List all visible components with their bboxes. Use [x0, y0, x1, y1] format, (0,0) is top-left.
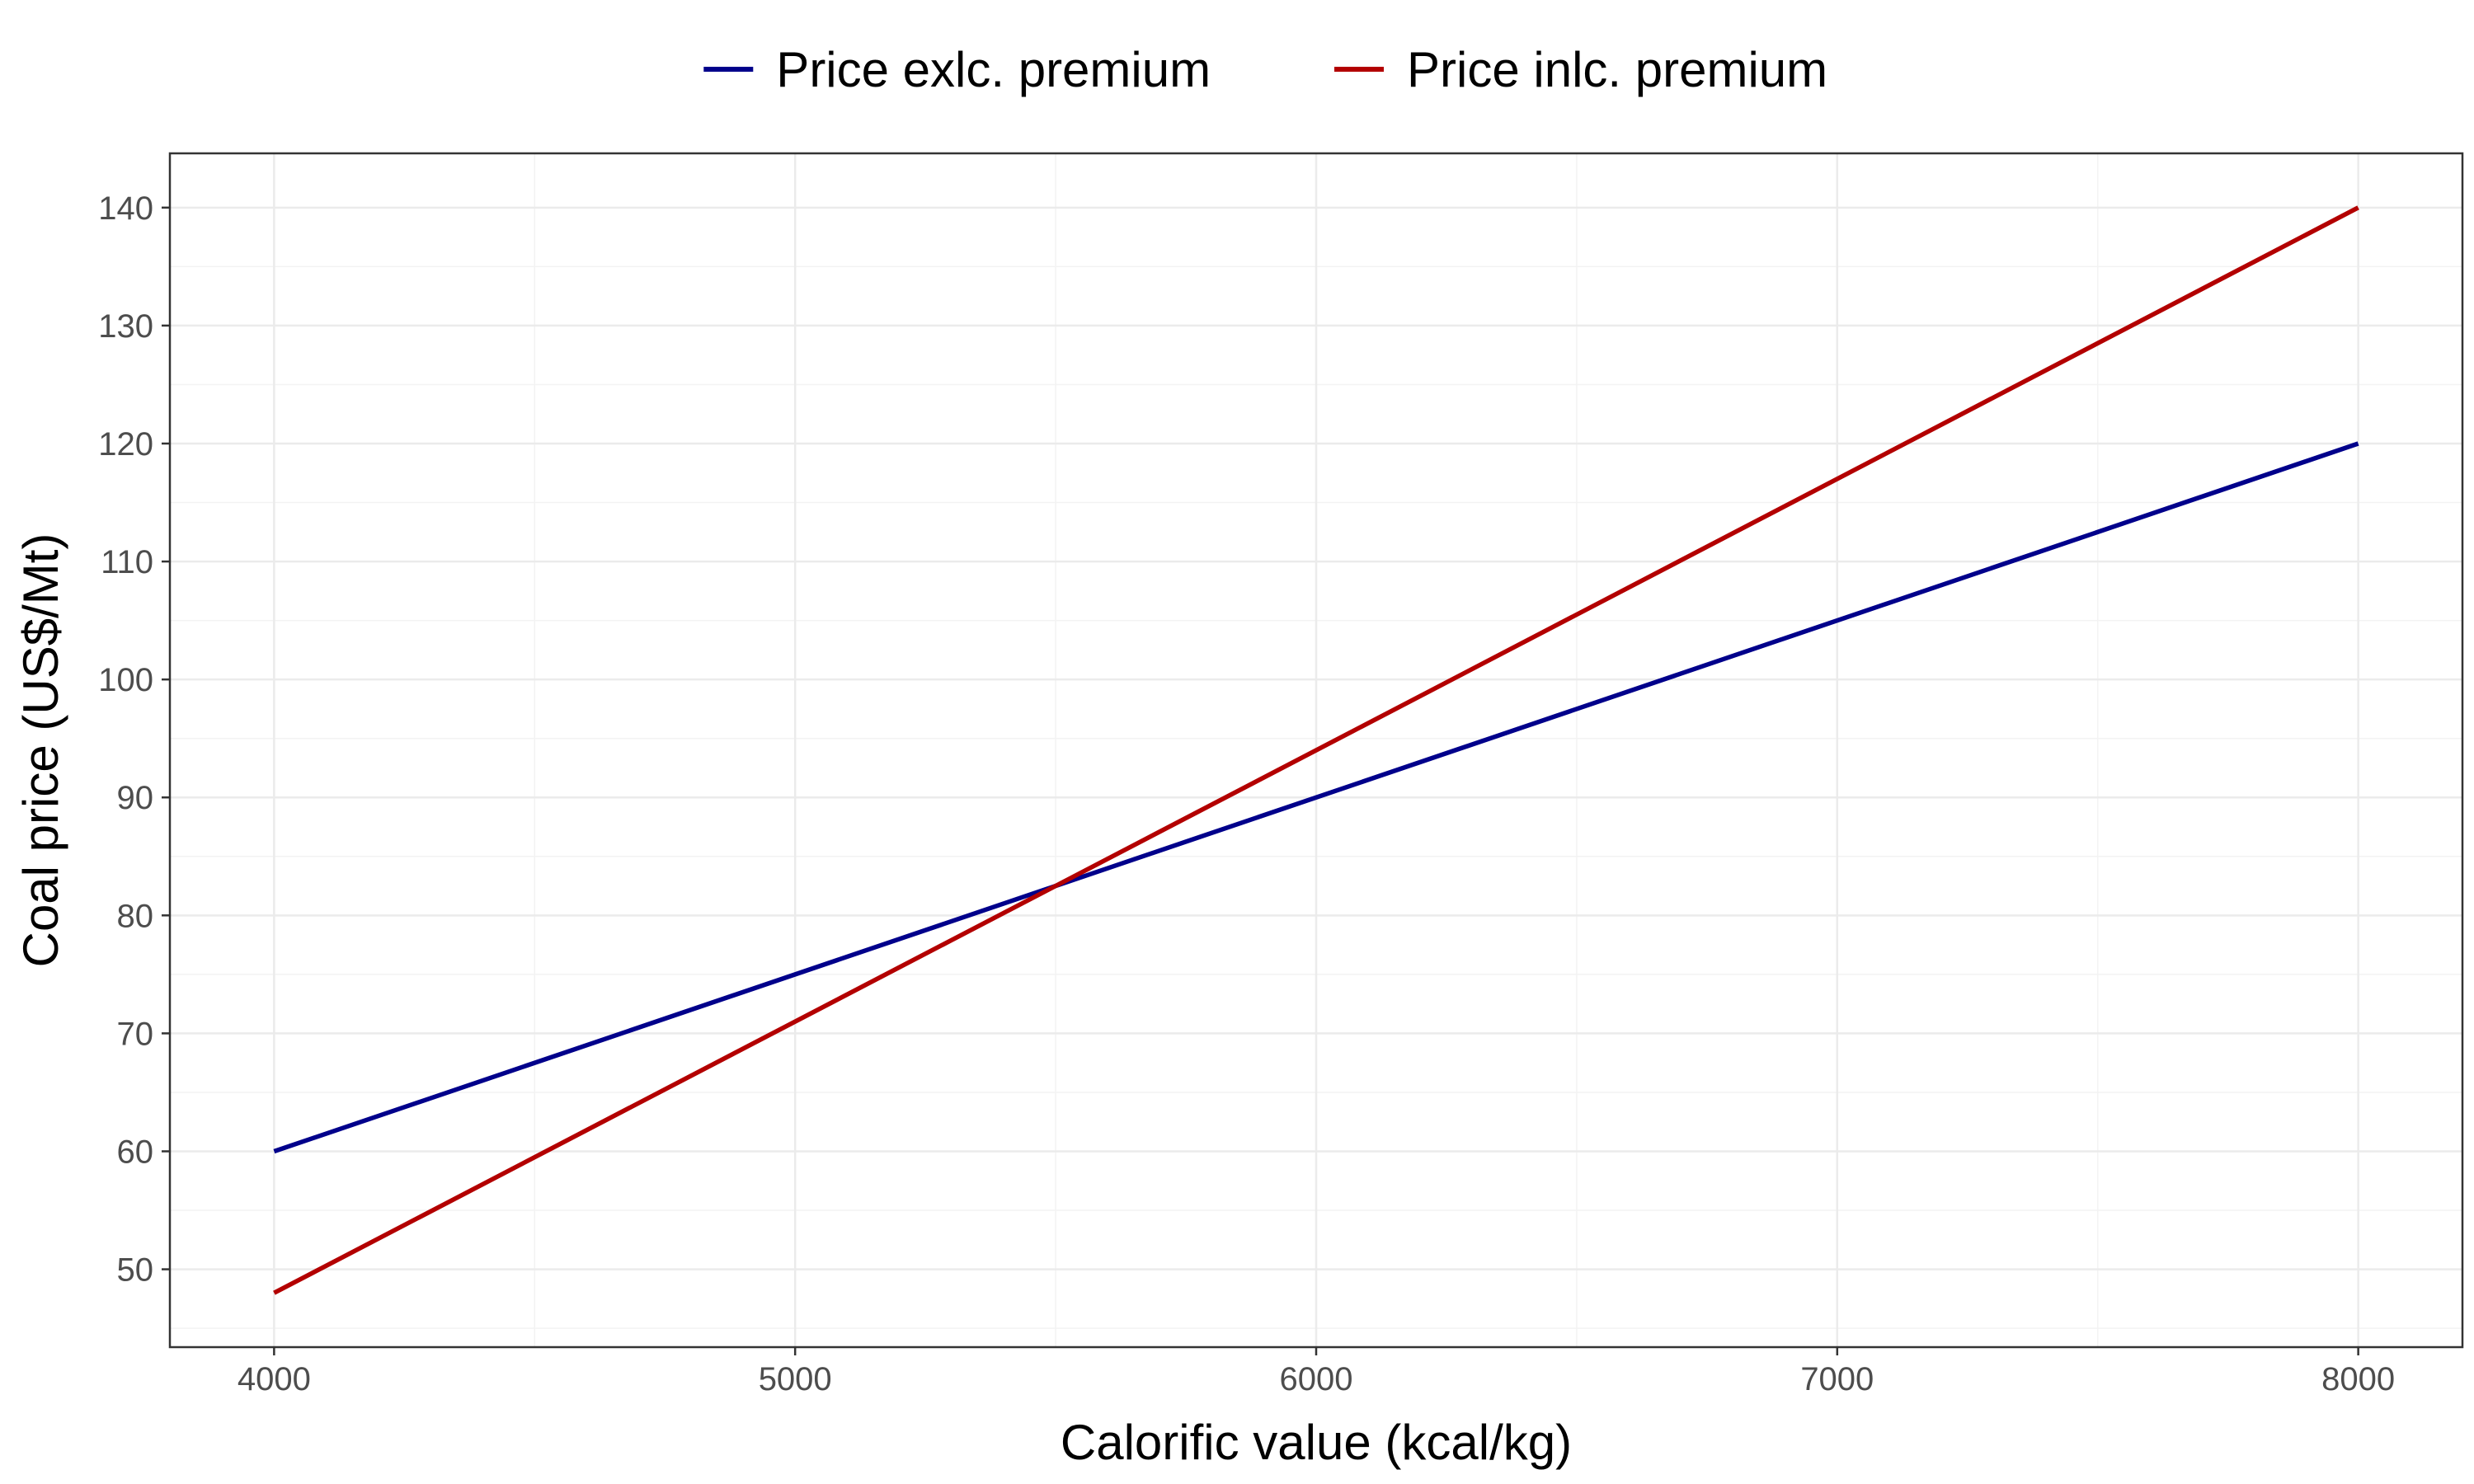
y-tick-label: 100	[98, 662, 153, 698]
legend: Price exlc. premium Price inlc. premium	[703, 42, 1827, 97]
x-axis-title: Calorific value (kcal/kg)	[1061, 1415, 1572, 1470]
x-tick-label: 5000	[759, 1361, 832, 1397]
series-line-2	[273, 205, 2359, 1295]
y-tick-label: 110	[101, 544, 153, 580]
x-tick-label: 8000	[2321, 1361, 2395, 1397]
series-line-1	[273, 441, 2359, 1154]
y-tick-label: 120	[98, 426, 153, 463]
x-tick-label: 4000	[238, 1361, 311, 1397]
y-axis-title: Coal price (US$/Mt)	[13, 533, 68, 968]
legend-label-1: Price exlc. premium	[776, 42, 1211, 97]
x-tick-label: 6000	[1280, 1361, 1353, 1397]
y-tick-label: 80	[117, 898, 154, 934]
series-lines	[273, 205, 2359, 1295]
y-tick-label: 90	[117, 780, 154, 816]
y-tick-label: 140	[98, 190, 153, 227]
y-axis: 50 60 70 80 90 100 110 120 130 140	[98, 190, 170, 1289]
y-tick-label: 130	[98, 308, 153, 345]
major-gridlines	[170, 153, 2462, 1347]
y-tick-label: 70	[117, 1016, 154, 1052]
x-tick-label: 7000	[1800, 1361, 1874, 1397]
x-axis: 4000 5000 6000 7000 8000	[238, 1347, 2395, 1397]
legend-label-2: Price inlc. premium	[1407, 42, 1827, 97]
y-tick-label: 60	[117, 1134, 154, 1170]
y-tick-label: 50	[117, 1252, 154, 1289]
